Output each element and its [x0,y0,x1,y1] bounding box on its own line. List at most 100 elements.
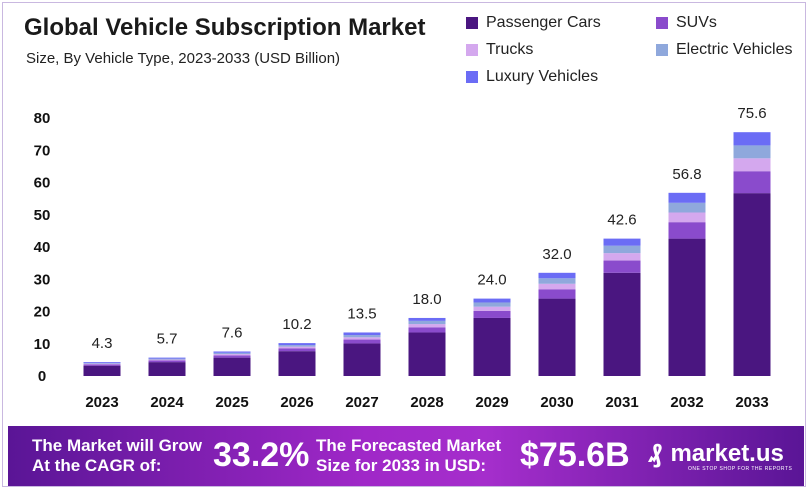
data-label: 42.6 [607,212,636,229]
x-tick-label: 2032 [670,394,703,411]
bar-segment-trucks [733,158,771,172]
y-tick-label: 50 [34,207,51,224]
legend-label: SUVs [676,14,717,31]
forecast-label: The Forecasted Market Size for 2033 in US… [316,436,502,475]
data-label: 13.5 [347,305,376,322]
bar-segment-luxury-vehicles [343,332,381,336]
forecast-value: $75.6B [520,436,630,474]
x-tick-label: 2031 [605,394,638,411]
bar-segment-electric-vehicles [668,202,706,213]
bar-segment-suvs [538,289,576,299]
legend-item-suvs: SUVs [656,14,717,32]
bar-segment-electric-vehicles [408,320,446,325]
bar-segment-electric-vehicles [213,352,251,355]
bar-segment-luxury-vehicles [278,343,316,346]
logo-icon: ₰ [648,438,663,468]
bar-segment-suvs [343,339,381,344]
legend-item-passenger-cars: Passenger Cars [466,14,601,32]
cagr-value: 33.2% [213,436,310,474]
bar-segment-trucks [538,283,576,290]
bar-segment-passenger-cars [408,332,446,376]
chart-subtitle: Size, By Vehicle Type, 2023-2033 (USD Bi… [26,50,341,67]
legend-item-trucks: Trucks [466,41,533,59]
legend-label: Trucks [486,41,534,58]
bar-segment-suvs [733,171,771,194]
bar-segment-luxury-vehicles [733,132,771,146]
bar-segment-luxury-vehicles [668,192,706,203]
cagr-label: The Market will Grow At the CAGR of: [32,436,203,475]
bar-segment-electric-vehicles [343,335,381,338]
y-tick-label: 10 [34,336,51,353]
bar-segment-electric-vehicles [733,145,771,159]
bar-segment-luxury-vehicles [603,238,641,246]
bar-segment-luxury-vehicles [538,272,576,279]
bar-segment-passenger-cars [603,272,641,376]
data-label: 75.6 [737,105,766,122]
bar-segment-trucks [83,363,121,365]
bar-segment-luxury-vehicles [148,357,186,359]
footer-banner: The Market will Grow At the CAGR of: 33.2… [8,426,804,486]
legend-swatch [656,17,668,29]
x-tick-label: 2027 [345,394,378,411]
legend-item-luxury-vehicles: Luxury Vehicles [466,68,598,86]
data-label: 18.0 [412,291,441,308]
bar-segment-electric-vehicles [473,302,511,307]
bar-segment-trucks [408,324,446,328]
bar-segment-trucks [603,253,641,261]
bar-segment-passenger-cars [733,193,771,376]
y-tick-label: 70 [34,142,51,159]
bar-segment-electric-vehicles [83,363,121,364]
bar-segment-suvs [278,348,316,352]
data-label: 4.3 [92,335,113,352]
bar-segment-passenger-cars [668,238,706,376]
legend-label: Passenger Cars [486,14,601,31]
x-tick-label: 2023 [85,394,118,411]
bar-segment-passenger-cars [83,365,121,376]
bar-segment-electric-vehicles [603,245,641,254]
y-tick-label: 30 [34,271,51,288]
bar-segment-suvs [408,327,446,333]
bar-segment-luxury-vehicles [83,362,121,364]
bar-segment-trucks [668,212,706,223]
bar-segment-passenger-cars [538,298,576,376]
x-tick-label: 2024 [150,394,184,411]
y-tick-label: 40 [34,239,51,256]
x-tick-label: 2028 [410,394,443,411]
data-label: 5.7 [157,331,178,348]
bar-segment-electric-vehicles [538,278,576,284]
plot-area: 010203040506070804.320235.720247.6202510… [34,105,771,411]
legend-item-electric-vehicles: Electric Vehicles [656,41,793,59]
bar-segment-suvs [83,364,121,366]
bar-segment-luxury-vehicles [213,351,251,353]
bar-segment-luxury-vehicles [408,317,446,321]
bar-segment-trucks [343,337,381,340]
legend-swatch [466,17,478,29]
data-label: 7.6 [222,324,243,341]
y-tick-label: 0 [38,368,46,385]
bar-segment-electric-vehicles [148,358,186,360]
y-tick-label: 20 [34,304,51,321]
bar-segment-trucks [473,306,511,311]
market-us-logo: ₰ market.us ONE STOP SHOP FOR THE REPORT… [648,438,793,472]
bar-segment-suvs [668,222,706,239]
bar-segment-electric-vehicles [278,345,316,347]
x-tick-label: 2025 [215,394,248,411]
x-tick-label: 2030 [540,394,573,411]
y-tick-label: 80 [34,110,51,127]
legend-label: Luxury Vehicles [486,68,599,85]
x-tick-label: 2029 [475,394,508,411]
bar-segment-trucks [278,346,316,349]
bar-segment-suvs [603,260,641,273]
bar-segment-passenger-cars [473,317,511,376]
legend-label: Electric Vehicles [676,41,793,58]
bar-segment-trucks [148,359,186,361]
y-tick-label: 60 [34,175,51,192]
data-label: 32.0 [542,246,571,263]
data-label: 56.8 [672,166,701,183]
legend-swatch [466,71,478,83]
data-label: 24.0 [477,272,506,289]
bar-segment-passenger-cars [213,357,251,376]
chart-title: Global Vehicle Subscription Market [24,14,426,41]
bar-segment-passenger-cars [278,351,316,376]
legend-swatch [466,44,478,56]
